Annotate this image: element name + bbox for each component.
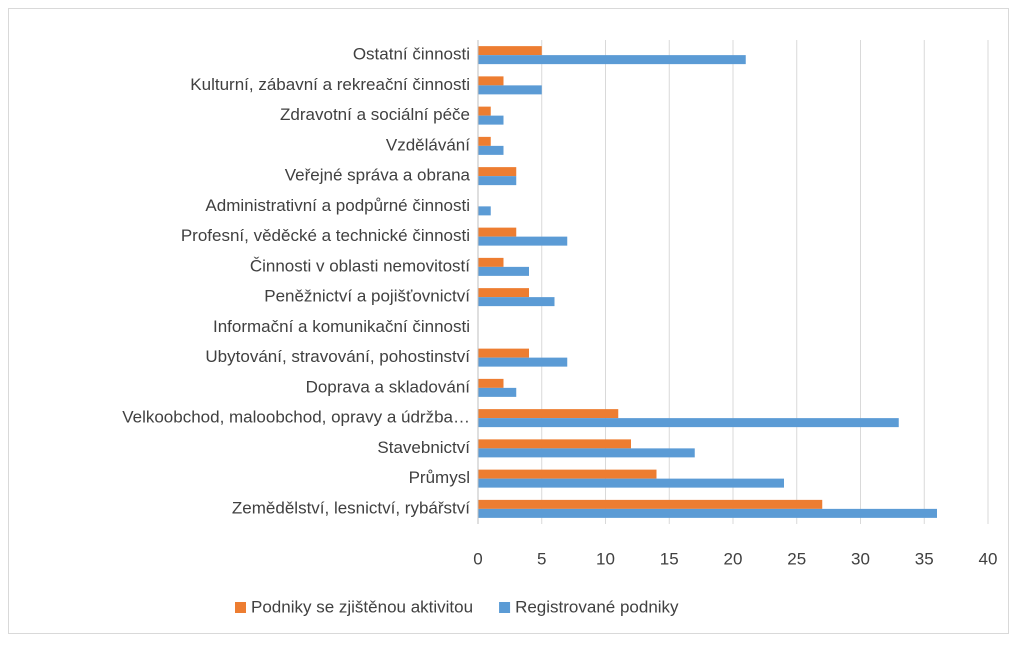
y-tick-label: Průmysl [409, 468, 470, 487]
bar [478, 106, 491, 116]
bar [478, 227, 517, 237]
y-tick-label: Zdravotní a sociální péče [280, 105, 470, 124]
y-tick-label: Vzdělávání [386, 135, 470, 154]
y-tick-label: Činnosti v oblasti nemovitostí [250, 256, 470, 275]
legend-swatch [235, 602, 246, 613]
bar [478, 348, 529, 358]
x-tick-label: 0 [473, 549, 482, 568]
bar [478, 508, 937, 518]
y-tick-label: Informační a komunikační činnosti [213, 317, 470, 336]
y-tick-label: Administrativní a podpůrné činnosti [205, 196, 470, 215]
x-tick-label: 20 [724, 549, 743, 568]
bar [478, 136, 491, 146]
bar [478, 266, 529, 276]
bar [478, 115, 504, 125]
x-tick-label: 30 [851, 549, 870, 568]
y-tick-label: Velkoobchod, maloobchod, opravy a údržba… [122, 408, 470, 427]
bar [478, 176, 517, 186]
bar [478, 85, 542, 95]
y-tick-label: Ostatní činnosti [353, 45, 470, 64]
y-tick-label: Peněžnictví a pojišťovnictví [264, 287, 470, 306]
bar [478, 387, 517, 397]
bar [478, 206, 491, 216]
bar [478, 357, 568, 367]
bar [478, 236, 568, 246]
bar [478, 167, 517, 177]
bar [478, 46, 542, 56]
x-tick-label: 40 [979, 549, 998, 568]
y-tick-label: Ubytování, stravování, pohostinství [205, 347, 470, 366]
y-tick-label: Veřejné správa a obrana [285, 166, 471, 185]
legend-label: Registrované podniky [515, 597, 679, 616]
bar [478, 418, 899, 428]
bar [478, 378, 504, 388]
bar [478, 409, 619, 419]
x-tick-label: 5 [537, 549, 546, 568]
x-tick-label: 15 [660, 549, 679, 568]
y-tick-label: Profesní, věděcké a technické činnosti [181, 226, 470, 245]
x-tick-label: 10 [596, 549, 615, 568]
bar [478, 469, 657, 479]
bar [478, 439, 631, 449]
bar [478, 76, 504, 86]
bar [478, 288, 529, 298]
bar [478, 257, 504, 267]
bar [478, 448, 695, 458]
x-tick-label: 25 [787, 549, 806, 568]
chart-border [8, 8, 1009, 634]
legend-swatch [499, 602, 511, 613]
legend-label: Podniky se zjištěnou aktivitou [251, 597, 473, 616]
y-tick-label: Kulturní, zábavní a rekreační činnosti [190, 75, 470, 94]
bar [478, 145, 504, 155]
x-tick-label: 35 [915, 549, 934, 568]
bar [478, 478, 784, 488]
y-tick-label: Stavebnictví [377, 438, 470, 457]
y-tick-label: Zemědělství, lesnictví, rybářství [232, 498, 470, 517]
bar [478, 499, 823, 509]
bar [478, 297, 555, 307]
bar [478, 55, 746, 65]
y-tick-label: Doprava a skladování [306, 377, 471, 396]
